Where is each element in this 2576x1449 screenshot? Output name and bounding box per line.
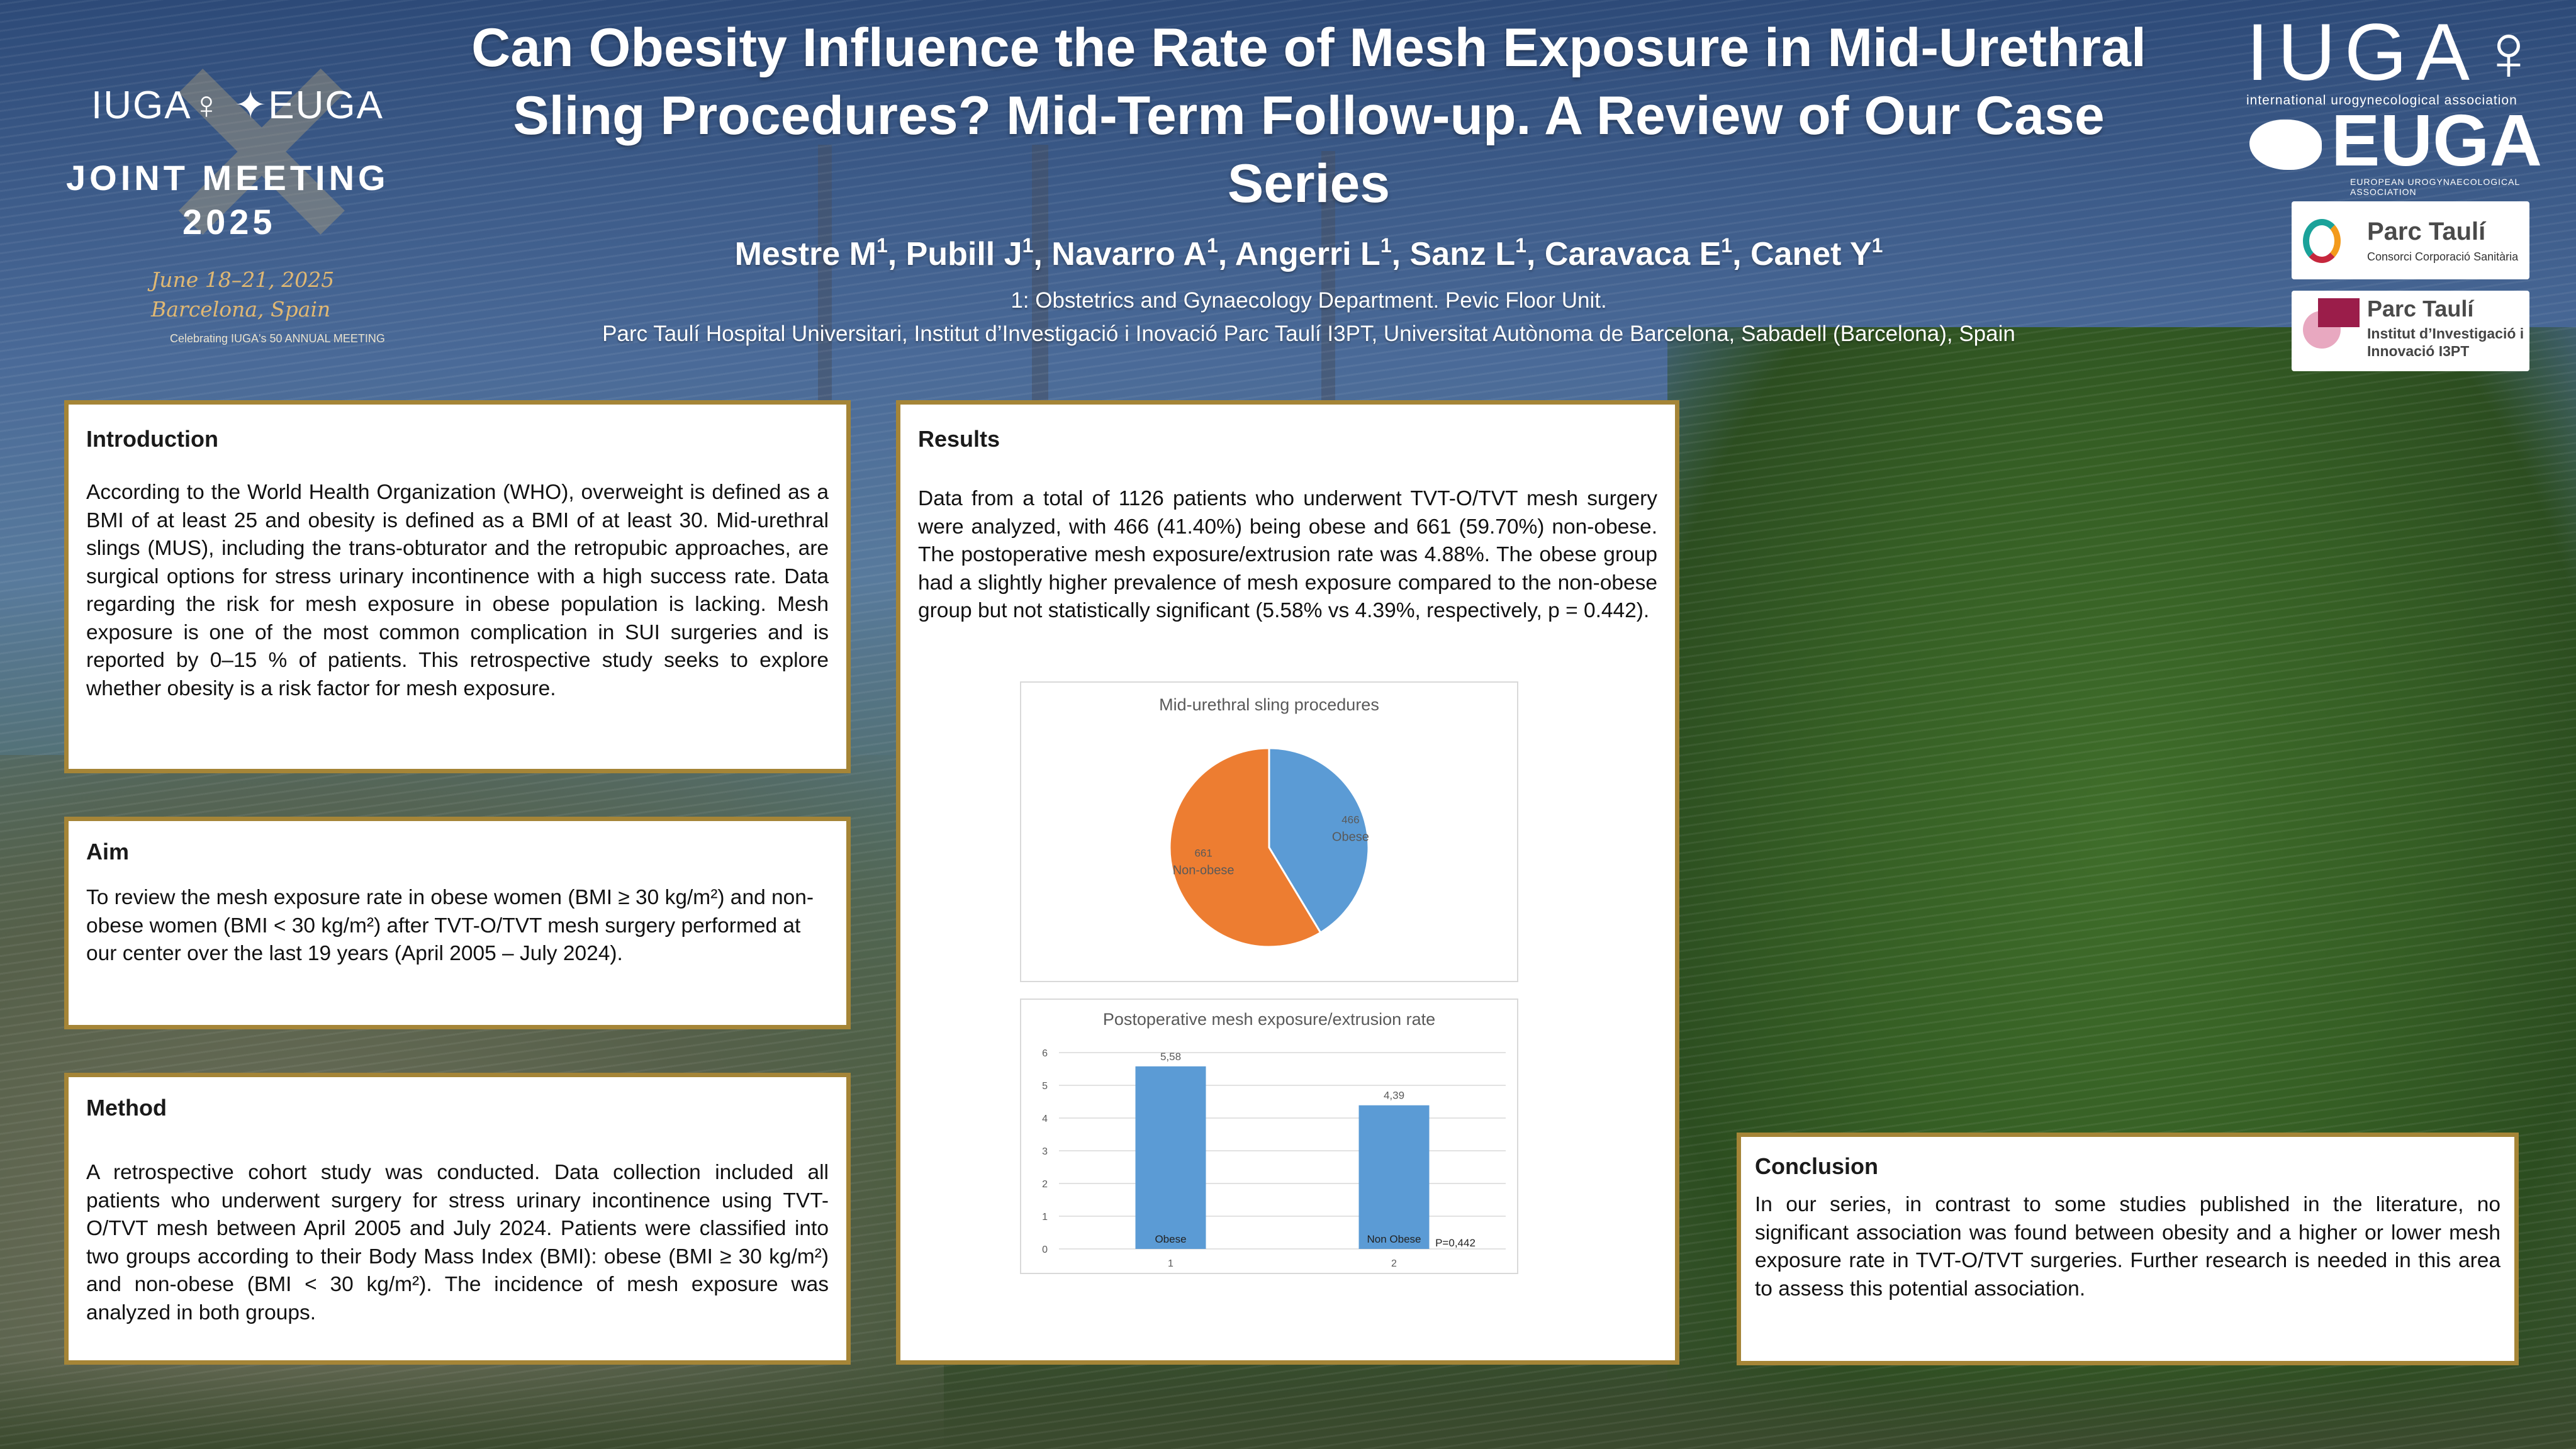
results-panel: Results Data from a total of 1126 patien… — [896, 400, 1679, 1365]
bar-chart-ytick-label: 1 — [1042, 1212, 1048, 1222]
i3pt-logo: Parc Taulí Institut d’Investigació i Inn… — [2292, 291, 2529, 371]
author-name: Angerri L1 — [1235, 234, 1392, 272]
author-affiliation-mark: 1 — [1871, 234, 1883, 257]
aim-panel: Aim To review the mesh exposure rate in … — [64, 817, 851, 1029]
conclusion-text: In our series, in contrast to some studi… — [1755, 1193, 2500, 1301]
bar-chart-ytick-label: 5 — [1042, 1081, 1048, 1092]
meeting-year: 2025 — [182, 202, 276, 242]
iuga-logo-subtext: international urogynecological associati… — [2246, 93, 2517, 108]
affiliation-line-2: Parc Taulí Hospital Universitari, Instit… — [602, 322, 2015, 346]
author-affiliation-mark: 1 — [1206, 234, 1218, 257]
author-name: Sanz L1 — [1409, 234, 1526, 272]
meeting-brands: IUGA♀ ✦EUGA — [91, 84, 384, 127]
bar-inside-label: Obese — [1155, 1233, 1186, 1245]
pie-slice-obese — [1268, 747, 1370, 934]
bar-chart-ytick-label: 2 — [1042, 1179, 1048, 1190]
method-heading: Method — [86, 1095, 167, 1121]
author-name: Mestre M1 — [734, 234, 888, 272]
conclusion-panel: Conclusion In our series, in contrast to… — [1737, 1133, 2519, 1365]
meeting-line1: JOINT MEETING — [66, 158, 389, 198]
euga-logo-text: EUGA — [2331, 99, 2543, 181]
aim-heading: Aim — [86, 839, 130, 864]
iuga-logo-text: IUGA♀ — [2246, 8, 2548, 98]
aim-text: To review the mesh exposure rate in obes… — [86, 886, 814, 965]
parc-tauli-subtitle: Consorci Corporació Sanitària — [2367, 250, 2519, 263]
bar-value-label: 4,39 — [1384, 1090, 1404, 1102]
pie-chart: 466 Obese 661 Non-obese — [1168, 747, 1370, 948]
bar-chart-ytick-label: 3 — [1042, 1146, 1048, 1157]
introduction-panel: Introduction According to the World Heal… — [64, 400, 851, 773]
joint-meeting-logo: ✕ IUGA♀ ✦EUGA JOINT MEETING 2025 June 18… — [63, 9, 403, 345]
method-text: A retrospective cohort study was conduct… — [86, 1161, 829, 1324]
background-ground — [0, 1353, 2576, 1449]
bar-chart-xtick-label: 1 — [1168, 1258, 1173, 1269]
pie-value-label: 466 — [1341, 814, 1359, 826]
i3pt-subtitle-line1: Institut d’Investigació i — [2367, 325, 2524, 342]
pie-chart-title: Mid-urethral sling procedures — [1159, 695, 1379, 714]
author-affiliation-mark: 1 — [1721, 234, 1733, 257]
parc-tauli-ring-icon — [2303, 219, 2341, 263]
pie-chart-box: Mid-urethral sling procedures 466 Obese 66… — [1020, 681, 1518, 982]
author-affiliation-mark: 1 — [876, 234, 888, 257]
bar-chart-ytick-label: 4 — [1042, 1114, 1048, 1124]
author-affiliation-mark: 1 — [1515, 234, 1526, 257]
method-panel: Method A retrospective cohort study was … — [64, 1073, 851, 1365]
background-spire — [818, 145, 832, 409]
pie-category-label: Obese — [1332, 831, 1369, 844]
background-spire — [1321, 151, 1335, 409]
euga-logo-subtext: EUROPEAN UROGYNAECOLOGICAL ASSOCIATION — [2350, 177, 2520, 197]
bar-chart-title: Postoperative mesh exposure/extrusion ra… — [1102, 1010, 1436, 1029]
bar-1 — [1135, 1066, 1206, 1249]
bar-2 — [1358, 1105, 1430, 1249]
bar-inside-label: Non Obese — [1367, 1233, 1421, 1245]
bar-chart-p-value: P=0,442 — [1435, 1237, 1476, 1249]
introduction-text: According to the World Health Organizati… — [86, 481, 829, 700]
bar-chart-xtick-label: 2 — [1391, 1258, 1397, 1269]
author-affiliation-mark: 1 — [1022, 234, 1034, 257]
pie-category-label: Non-obese — [1173, 863, 1235, 877]
meeting-date: June 18–21, 2025 — [151, 267, 335, 292]
pie-value-label: 661 — [1194, 847, 1212, 859]
i3pt-square-icon — [2318, 298, 2360, 327]
results-text: Data from a total of 1126 patients who u… — [918, 487, 1657, 622]
i3pt-subtitle: Institut d’Investigació i Innovació I3PT — [2367, 325, 2524, 360]
bar-chart-ytick-label: 0 — [1042, 1245, 1048, 1255]
bar-value-label: 5,58 — [1160, 1051, 1181, 1063]
introduction-heading: Introduction — [86, 426, 218, 452]
author-name: Pubill J1 — [905, 234, 1034, 272]
author-name: Caravaca E1 — [1544, 234, 1733, 272]
i3pt-name: Parc Taulí — [2367, 296, 2474, 322]
euga-logo: EUGA EUROPEAN UROGYNAECOLOGICAL ASSOCIAT… — [2249, 104, 2576, 197]
bar-chart-ytick-label: 6 — [1042, 1048, 1048, 1059]
bar-chart: 0 1 2 3 4 5 6 5,58 Obese 1 4,39 Non Obese 2 P=0,442 — [1042, 1048, 1506, 1269]
i3pt-subtitle-line2: Innovació I3PT — [2367, 343, 2470, 359]
author-name: Navarro A1 — [1051, 234, 1218, 272]
parc-tauli-name: Parc Taulí — [2367, 218, 2486, 245]
poster-authors: Mestre M1, Pubill J1, Navarro A1, Angerr… — [734, 234, 1883, 272]
pie-slice-non-obese — [1168, 747, 1322, 948]
parc-tauli-logo: Parc Taulí Consorci Corporació Sanitària — [2292, 201, 2529, 279]
bar-chart-box: Postoperative mesh exposure/extrusion ra… — [1020, 999, 1518, 1274]
meeting-anniversary: Celebrating IUGA's 50 ANNUAL MEETING — [170, 332, 385, 345]
poster-title: Can Obesity Influence the Rate of Mesh E… — [471, 18, 2146, 214]
background-spire — [1032, 145, 1048, 415]
affiliation-line-1: 1: Obstetrics and Gynaecology Department… — [1011, 288, 1607, 313]
x-mark-icon: ✕ — [151, 9, 372, 305]
euga-blob-icon — [2249, 120, 2322, 170]
iuga-logo: IUGA♀ international urogynecological ass… — [2246, 13, 2548, 108]
author-name: Canet Y1 — [1750, 234, 1883, 272]
author-affiliation-mark: 1 — [1380, 234, 1392, 257]
conclusion-heading: Conclusion — [1755, 1153, 1878, 1179]
meeting-city: Barcelona, Spain — [151, 297, 331, 322]
poster-affiliations: 1: Obstetrics and Gynaecology Department… — [554, 286, 2064, 348]
results-heading: Results — [918, 426, 1000, 452]
